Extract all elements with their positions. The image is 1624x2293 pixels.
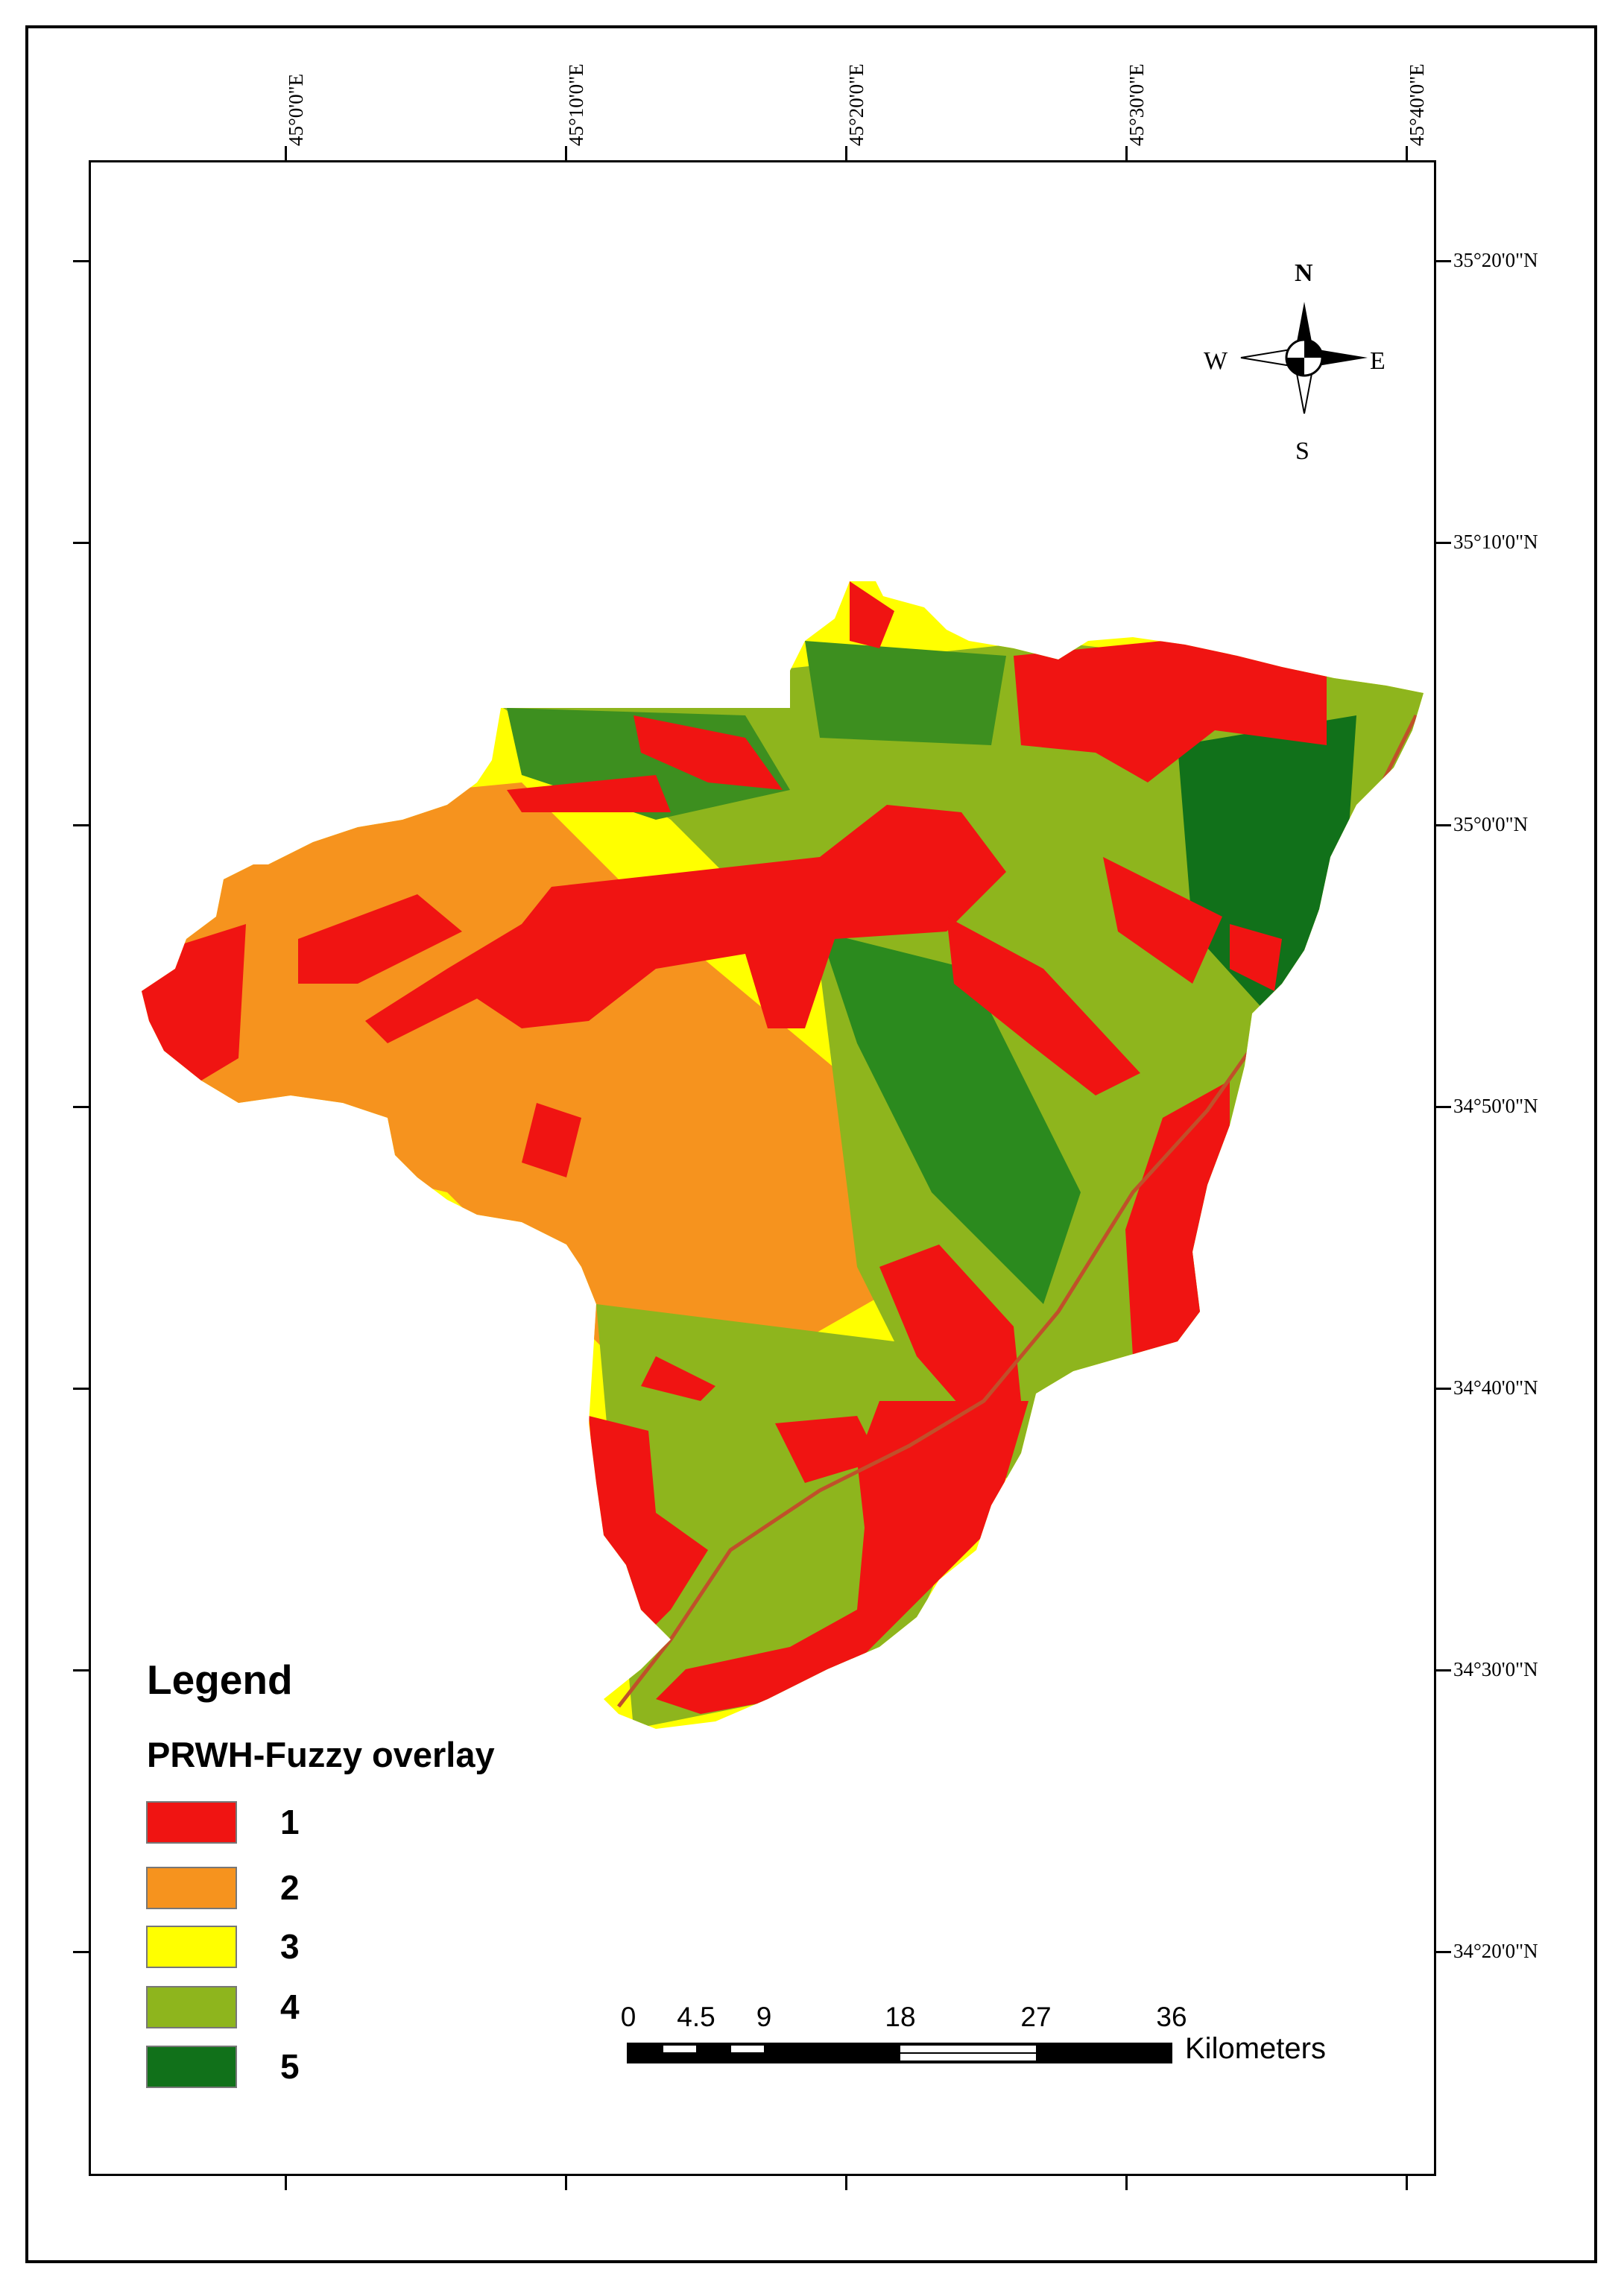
lat-tick bbox=[73, 1669, 89, 1671]
lat-tick bbox=[73, 824, 89, 826]
outer-frame bbox=[25, 25, 1597, 2263]
lat-tick bbox=[1435, 824, 1451, 826]
legend-swatch-1 bbox=[146, 1801, 237, 1844]
lat-label: 34°40'0"N bbox=[1453, 1376, 1538, 1399]
lat-tick bbox=[1435, 542, 1451, 544]
lon-tick bbox=[285, 2174, 287, 2190]
lat-label: 34°20'0"N bbox=[1453, 1940, 1538, 1962]
north-label: N bbox=[1295, 259, 1313, 287]
lat-label: 34°50'0"N bbox=[1453, 1095, 1538, 1117]
lat-tick bbox=[1435, 1106, 1451, 1108]
legend-swatch-5 bbox=[146, 2046, 237, 2088]
lat-tick bbox=[73, 1388, 89, 1390]
lat-label: 35°10'0"N bbox=[1453, 531, 1538, 553]
scale-number: 18 bbox=[885, 2002, 916, 2032]
legend-label-3: 3 bbox=[280, 1927, 300, 1966]
legend-label-5: 5 bbox=[280, 2047, 300, 2086]
legend-label-1: 1 bbox=[280, 1803, 300, 1841]
legend-label-2: 2 bbox=[280, 1868, 300, 1907]
legend-subtitle: PRWH-Fuzzy overlay bbox=[147, 1735, 495, 1774]
lon-tick bbox=[845, 2174, 847, 2190]
lon-tick bbox=[285, 146, 287, 162]
scale-bar bbox=[627, 2043, 1172, 2063]
scale-number: 9 bbox=[756, 2002, 772, 2032]
lat-tick bbox=[1435, 1669, 1451, 1671]
scale-number: 0 bbox=[620, 2002, 636, 2032]
lon-tick bbox=[565, 2174, 567, 2190]
lat-tick bbox=[73, 1951, 89, 1953]
map-frame bbox=[89, 160, 1436, 2176]
legend-label-4: 4 bbox=[280, 1987, 300, 2026]
legend-swatch-4 bbox=[146, 1986, 237, 2028]
south-label: S bbox=[1295, 437, 1309, 465]
lat-tick bbox=[1435, 1951, 1451, 1953]
legend-swatch-2 bbox=[146, 1867, 237, 1909]
lat-label: 35°0'0"N bbox=[1453, 813, 1529, 835]
legend-swatch-3 bbox=[146, 1926, 237, 1968]
lon-tick bbox=[1406, 2174, 1408, 2190]
lat-label: 35°20'0"N bbox=[1453, 249, 1538, 271]
scale-number: 27 bbox=[1020, 2002, 1052, 2032]
lat-tick bbox=[73, 1106, 89, 1108]
legend-title: Legend bbox=[147, 1657, 293, 1703]
scale-number: 4.5 bbox=[677, 2002, 715, 2032]
lat-tick bbox=[1435, 1388, 1451, 1390]
lat-tick bbox=[1435, 260, 1451, 262]
east-label: E bbox=[1370, 347, 1386, 375]
lon-tick bbox=[845, 146, 847, 162]
lon-tick bbox=[1406, 146, 1408, 162]
lon-tick bbox=[1125, 146, 1128, 162]
scale-unit: Kilometers bbox=[1185, 2032, 1326, 2065]
north-arrow-icon bbox=[1240, 302, 1368, 414]
lon-tick bbox=[565, 146, 567, 162]
scale-number: 36 bbox=[1156, 2002, 1187, 2032]
lat-tick bbox=[73, 260, 89, 262]
lat-tick bbox=[73, 542, 89, 544]
lat-label: 34°30'0"N bbox=[1453, 1658, 1538, 1680]
west-label: W bbox=[1204, 347, 1228, 375]
lon-tick bbox=[1125, 2174, 1128, 2190]
